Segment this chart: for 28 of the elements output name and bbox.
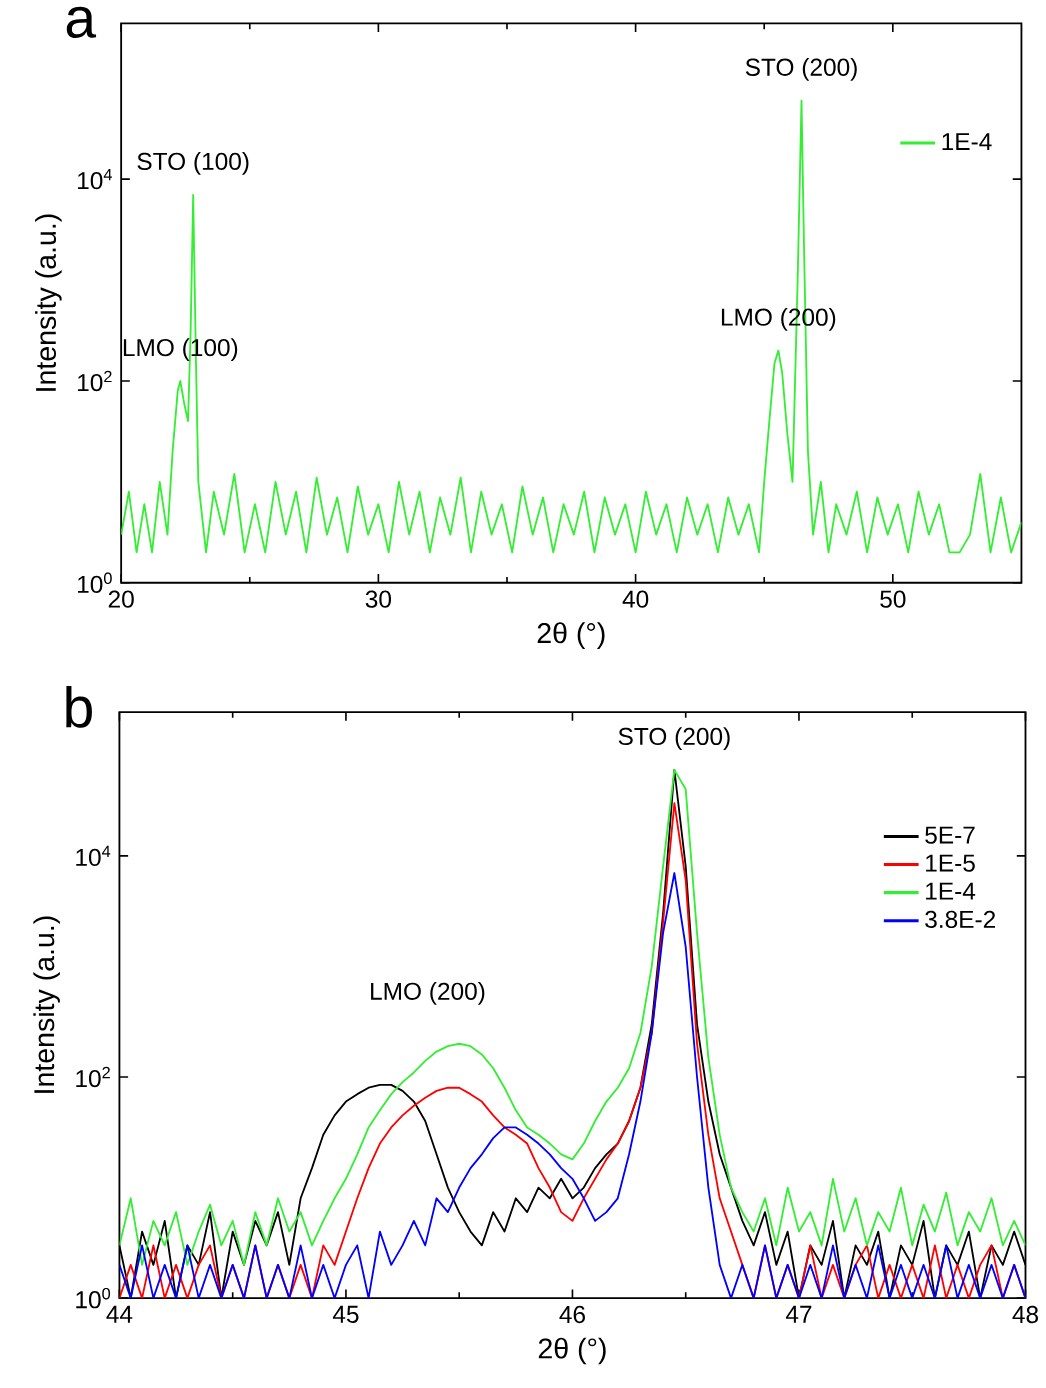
x-tick-label: 50 [880,590,906,608]
y-tick-label: 10$^{4}$ [76,845,111,867]
legend-label: 1E-4 [926,882,976,900]
x-axis-title: 2θ (°) [538,1337,606,1365]
y-tick-label: 10$^{2}$ [78,370,112,392]
y-tick-label: 10$^{4}$ [78,169,113,190]
annotation: STO (200) [745,57,857,81]
x-tick-label: 20 [108,590,134,608]
x-tick-label: 46 [559,1305,586,1324]
x-tick-label: 47 [786,1305,812,1323]
annotation: STO (200) [618,727,730,750]
y-tick-label: 10$^{2}$ [76,1066,110,1088]
y-axis-title: Intensity (a.u.) [33,916,60,1093]
line-series [121,99,1022,554]
x-tick-label: 30 [365,590,392,608]
text: a [66,6,97,39]
legend-label: 1E-4 [942,133,992,150]
legend-label: 5E-7 [925,826,975,844]
y-axis-title: Intensity (a.u.) [35,214,62,391]
x-tick-label: 40 [622,590,649,608]
x-axis-title: 2θ (°) [537,622,605,649]
annotation: LMO (200) [371,982,485,1005]
legend-label: 3.8E-2 [925,910,996,928]
x-tick-label: 45 [332,1305,359,1323]
annotation: STO (100) [137,152,249,175]
x-tick-label: 48 [1012,1305,1039,1324]
text: b [66,685,92,728]
legend-label: 1E-5 [926,854,975,872]
